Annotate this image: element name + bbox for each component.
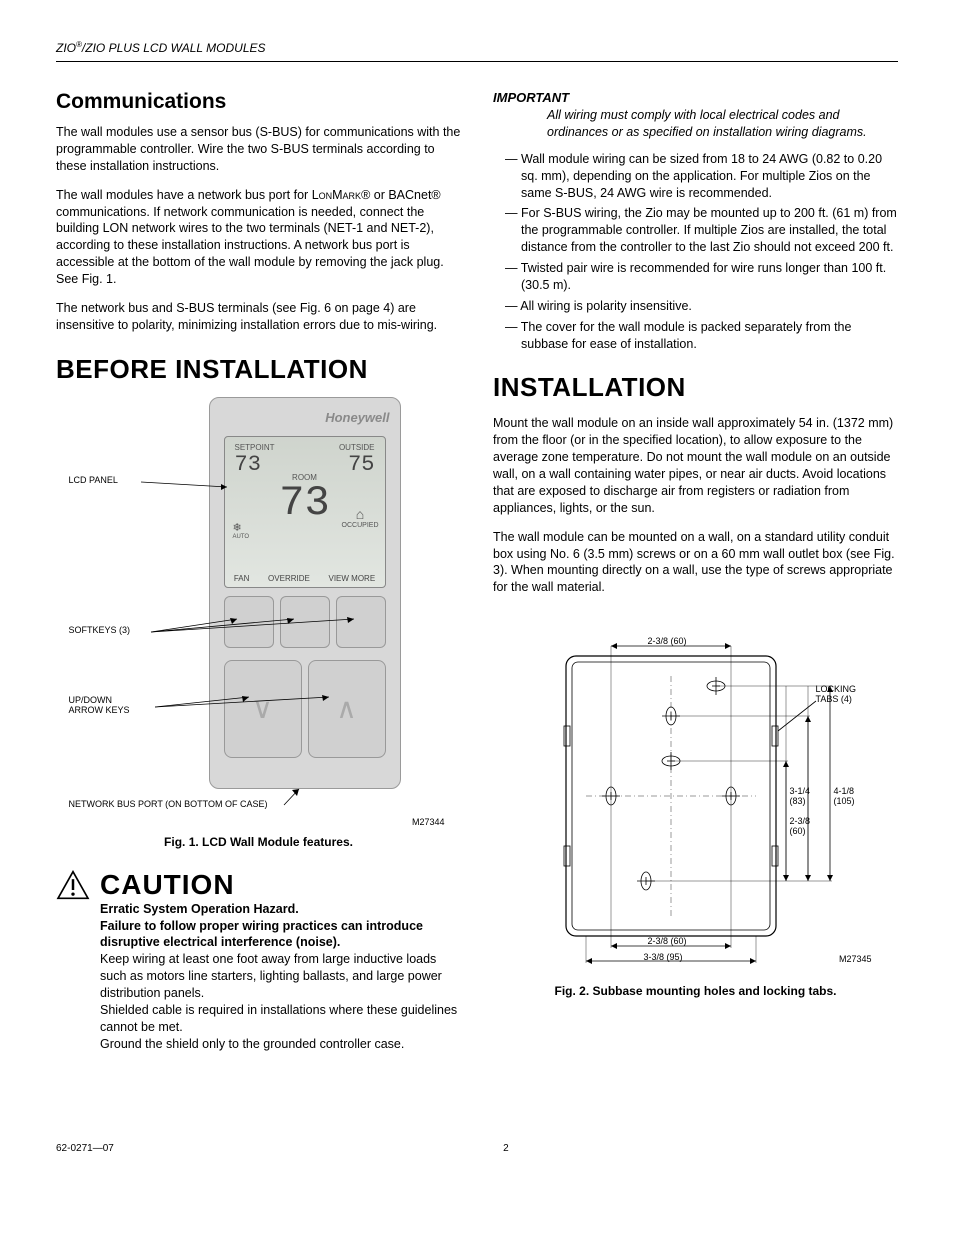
para-comm-2: The wall modules have a network bus port… <box>56 187 461 288</box>
down-arrow-key: ∨ <box>224 660 302 758</box>
warning-triangle-icon <box>56 870 90 900</box>
softkey-3 <box>336 596 386 648</box>
caution-p3: Ground the shield only to the grounded c… <box>100 1036 461 1053</box>
dim-right-outer: 4-1/8 (105) <box>834 786 855 806</box>
lcd-outside-value: 75 <box>348 452 374 477</box>
dim-right-mid: 3-1/4 (83) <box>790 786 811 806</box>
para-comm-3: The network bus and S-BUS terminals (see… <box>56 300 461 334</box>
softlabel-viewmore: VIEW MORE <box>329 574 376 583</box>
list-item: Twisted pair wire is recommended for wir… <box>505 260 898 294</box>
right-column: IMPORTANT All wiring must comply with lo… <box>493 90 898 1053</box>
running-head-text: ZIO®/ZIO PLUS LCD WALL MODULES <box>56 41 266 55</box>
list-item: The cover for the wall module is packed … <box>505 319 898 353</box>
footer-pagenum: 2 <box>503 1143 509 1154</box>
callout-lcd-panel: LCD PANEL <box>69 475 118 485</box>
caution-p1: Keep wiring at least one foot away from … <box>100 951 461 1002</box>
list-item: All wiring is polarity insensitive. <box>505 298 898 315</box>
list-item: Wall module wiring can be sized from 18 … <box>505 151 898 202</box>
para-install-1: Mount the wall module on an inside wall … <box>493 415 898 516</box>
softlabel-override: OVERRIDE <box>268 574 310 583</box>
callout-network-port: NETWORK BUS PORT (ON BOTTOM OF CASE) <box>69 799 268 809</box>
device-outline: Honeywell SETPOINT OUTSIDE 73 75 ROOM 73… <box>209 397 401 789</box>
footer-docnum: 62-0271—07 <box>56 1143 114 1154</box>
wiring-notes-list: Wall module wiring can be sized from 18 … <box>493 151 898 353</box>
left-column: Communications The wall modules use a se… <box>56 90 461 1053</box>
lcd-setpoint-label: SETPOINT <box>235 443 275 452</box>
up-arrow-key: ∧ <box>308 660 386 758</box>
fig1-mcode: M27344 <box>412 817 445 827</box>
dim-bottom-outer: 3-3/8 (95) <box>644 952 683 962</box>
locking-tabs-label: LOCKING TABS (4) <box>816 684 857 704</box>
caution-body: Erratic System Operation Hazard. Failure… <box>56 901 461 1053</box>
callout-arrows-2: ARROW KEYS <box>69 705 130 715</box>
figure-2: 2-3/8 (60) LOCKING TABS (4) 3-1/4 (83) 4… <box>516 616 876 976</box>
callout-softkeys: SOFTKEYS (3) <box>69 625 131 635</box>
lcd-setpoint-value: 73 <box>235 452 261 477</box>
caution-bold-1: Erratic System Operation Hazard. <box>100 901 461 918</box>
lcd-outside-label: OUTSIDE <box>339 443 375 452</box>
important-body: All wiring must comply with local electr… <box>493 107 898 141</box>
caution-p2: Shielded cable is required in installati… <box>100 1002 461 1036</box>
lcd-auto-icon: ❄AUTO <box>233 521 250 540</box>
dim-top: 2-3/8 (60) <box>648 636 687 646</box>
running-head: ZIO®/ZIO PLUS LCD WALL MODULES <box>56 40 898 62</box>
subbase-diagram <box>516 616 876 976</box>
caution-header: CAUTION <box>56 869 461 901</box>
dim-bottom-inner: 2-3/8 (60) <box>648 936 687 946</box>
page-footer: 62-0271—07 2 <box>56 1143 898 1154</box>
para-install-2: The wall module can be mounted on a wall… <box>493 529 898 597</box>
softkey-1 <box>224 596 274 648</box>
brand-label: Honeywell <box>325 410 389 425</box>
lcd-screen: SETPOINT OUTSIDE 73 75 ROOM 73 ❄AUTO ⌂OC… <box>224 436 386 588</box>
softkey-2 <box>280 596 330 648</box>
fig2-mcode: M27345 <box>839 954 872 964</box>
heading-installation: Installation <box>493 372 898 403</box>
important-head: IMPORTANT <box>493 90 898 105</box>
softkeys-row <box>224 596 386 648</box>
arrow-keys-row: ∨ ∧ <box>224 660 386 758</box>
heading-before-installation: Before Installation <box>56 354 461 385</box>
lcd-occupied-icon: ⌂OCCUPIED <box>342 507 379 530</box>
softlabel-fan: FAN <box>234 574 250 583</box>
caution-bold-2: Failure to follow proper wiring practice… <box>100 918 461 952</box>
list-item: For S-BUS wiring, the Zio may be mounted… <box>505 205 898 256</box>
fig2-caption: Fig. 2. Subbase mounting holes and locki… <box>493 984 898 998</box>
para-comm-1: The wall modules use a sensor bus (S-BUS… <box>56 124 461 175</box>
caution-word: CAUTION <box>100 869 235 901</box>
dim-right-inner: 2-3/8 (60) <box>790 816 811 836</box>
figure-1: Honeywell SETPOINT OUTSIDE 73 75 ROOM 73… <box>69 397 449 827</box>
callout-arrows-1: UP/DOWN <box>69 695 113 705</box>
fig1-caption: Fig. 1. LCD Wall Module features. <box>56 835 461 849</box>
heading-communications: Communications <box>56 90 461 114</box>
